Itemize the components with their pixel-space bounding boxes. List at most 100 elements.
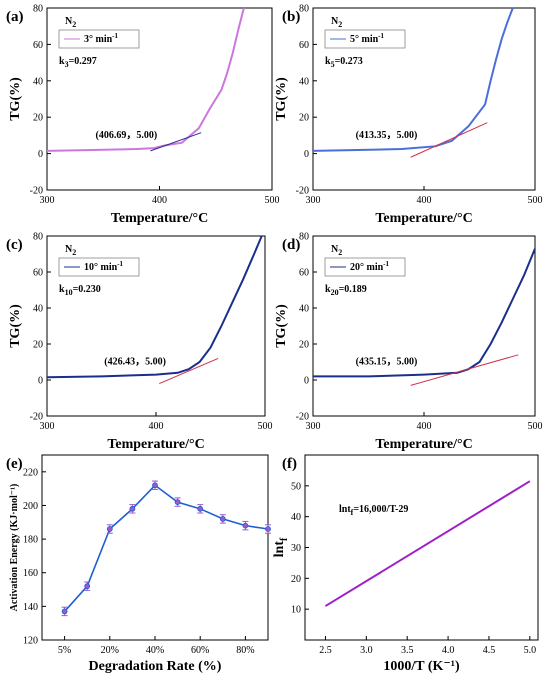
fit-equation: lntf=16,000/T-29 bbox=[339, 504, 408, 517]
x-tick-label: 300 bbox=[306, 421, 321, 432]
rate-constant-label: k20=0.189 bbox=[325, 284, 367, 297]
x-axis-label: Temperature/°C bbox=[375, 211, 472, 226]
series-line bbox=[312, 7, 514, 152]
y-tick-label: 60 bbox=[33, 268, 43, 279]
y-tick-label: 80 bbox=[299, 4, 309, 15]
rate-constant-label: k10=0.230 bbox=[59, 284, 101, 297]
y-tick-label: -20 bbox=[296, 412, 309, 423]
x-tick-label: 300 bbox=[306, 195, 321, 206]
data-point bbox=[152, 482, 158, 489]
y-axis-label: TG(%) bbox=[274, 304, 289, 348]
y-tick-label: 30 bbox=[291, 543, 301, 554]
x-tick-label: 500 bbox=[528, 195, 543, 206]
panel-label: (b) bbox=[282, 9, 300, 25]
x-tick-label: 60% bbox=[191, 645, 209, 656]
y-tick-label: 40 bbox=[291, 512, 301, 523]
series-line bbox=[46, 235, 263, 379]
x-tick-label: 20% bbox=[101, 645, 119, 656]
x-tick-label: 3.5 bbox=[401, 645, 414, 656]
legend-label: 20° min-1 bbox=[350, 260, 390, 273]
y-tick-label: 0 bbox=[304, 149, 309, 160]
panel-label: (d) bbox=[282, 237, 300, 253]
panel-e: 5% 20% 40% 60% 80% 120 140 160 180 200 220(e) Degra… bbox=[6, 454, 271, 674]
legend-box bbox=[324, 29, 406, 49]
x-tick-label: 500 bbox=[258, 421, 273, 432]
onset-annotation: (426.43，5.00) bbox=[104, 357, 166, 368]
data-point bbox=[106, 526, 113, 532]
x-axis-label: Temperature/°C bbox=[111, 211, 208, 226]
x-tick-label: 5.0 bbox=[524, 645, 537, 656]
y-axis-label: TG(%) bbox=[274, 77, 289, 121]
panel-c: 300 400 500 -20 0 20 40 60 80 (c) Temperature/°C TG… bbox=[6, 232, 273, 453]
x-axis-label: 1000/T (K⁻¹) bbox=[383, 659, 460, 674]
legend-box bbox=[58, 257, 140, 277]
panel-label: (a) bbox=[6, 9, 24, 25]
y-axis-label: TG(%) bbox=[8, 77, 23, 121]
data-point bbox=[197, 505, 204, 512]
legend: 3° min-1 bbox=[58, 29, 140, 49]
series-line bbox=[324, 480, 531, 607]
data-point bbox=[265, 526, 271, 532]
y-tick-label: 80 bbox=[299, 232, 309, 243]
x-axis-label: Temperature/°C bbox=[375, 437, 472, 452]
x-tick-label: 80% bbox=[236, 645, 254, 656]
onset-annotation: (406.69，5.00) bbox=[96, 130, 158, 141]
y-tick-label: 0 bbox=[38, 376, 43, 387]
panel-label: (f) bbox=[282, 456, 297, 472]
y-tick-label: 120 bbox=[23, 636, 38, 647]
y-tick-label: 80 bbox=[33, 232, 43, 243]
atmosphere-label: N2 bbox=[65, 244, 76, 257]
series-line bbox=[46, 7, 245, 152]
data-point bbox=[129, 505, 136, 512]
y-tick-label: 200 bbox=[23, 501, 38, 512]
y-tick-label: 60 bbox=[299, 40, 309, 51]
tangent-line bbox=[410, 122, 488, 158]
x-tick-label: 500 bbox=[528, 421, 543, 432]
series-line bbox=[64, 484, 269, 612]
y-tick-label: 40 bbox=[299, 76, 309, 87]
panel-label: (c) bbox=[6, 237, 23, 253]
legend-label: 3° min-1 bbox=[84, 32, 119, 45]
y-tick-label: 60 bbox=[299, 268, 309, 279]
y-tick-label: 20 bbox=[33, 340, 43, 351]
x-tick-label: 3.0 bbox=[360, 645, 373, 656]
y-tick-label: 80 bbox=[33, 4, 43, 15]
y-tick-label: 20 bbox=[299, 340, 309, 351]
y-tick-label: 40 bbox=[299, 304, 309, 315]
y-tick-label: 20 bbox=[291, 574, 301, 585]
atmosphere-label: N2 bbox=[65, 16, 76, 29]
y-tick-label: 50 bbox=[291, 481, 301, 492]
panel-f: 2.5 3.0 3.5 4.0 4.5 5.0 10 20 30 40 50 (f) 1000/T (K… bbox=[272, 454, 539, 674]
data-point bbox=[84, 583, 91, 590]
tangent-line bbox=[150, 132, 202, 152]
tangent-line bbox=[410, 354, 519, 386]
data-point bbox=[61, 608, 68, 615]
data-point bbox=[242, 522, 249, 529]
y-tick-label: 20 bbox=[299, 113, 309, 124]
x-tick-label: 5% bbox=[58, 645, 71, 656]
x-tick-label: 4.5 bbox=[483, 645, 496, 656]
y-tick-label: -20 bbox=[30, 186, 43, 197]
data-point bbox=[219, 516, 226, 522]
rate-constant-label: k5=0.273 bbox=[325, 56, 363, 69]
legend-box bbox=[324, 257, 406, 277]
tangent-line bbox=[159, 357, 219, 385]
legend-box bbox=[58, 29, 140, 49]
y-axis-label: TG(%) bbox=[8, 304, 23, 348]
onset-annotation: (413.35，5.00) bbox=[356, 130, 418, 141]
atmosphere-label: N2 bbox=[331, 244, 342, 257]
y-tick-label: 160 bbox=[23, 568, 38, 579]
y-tick-label: 10 bbox=[291, 605, 301, 616]
legend: 10° min-1 bbox=[58, 257, 140, 277]
onset-annotation: (435.15，5.00) bbox=[356, 357, 418, 368]
x-tick-label: 400 bbox=[152, 195, 167, 206]
panel-label: (e) bbox=[6, 456, 23, 472]
x-tick-label: 40% bbox=[146, 645, 164, 656]
atmosphere-label: N2 bbox=[331, 16, 342, 29]
y-tick-label: 0 bbox=[38, 149, 43, 160]
y-tick-label: 220 bbox=[23, 467, 38, 478]
y-tick-label: 0 bbox=[304, 376, 309, 387]
panel-d: 300 400 500 -20 0 20 40 60 80(d) Temperature/°C TG… bbox=[274, 232, 543, 453]
legend-label: 5° min-1 bbox=[350, 32, 385, 45]
rate-constant-label: k3=0.297 bbox=[59, 56, 97, 69]
